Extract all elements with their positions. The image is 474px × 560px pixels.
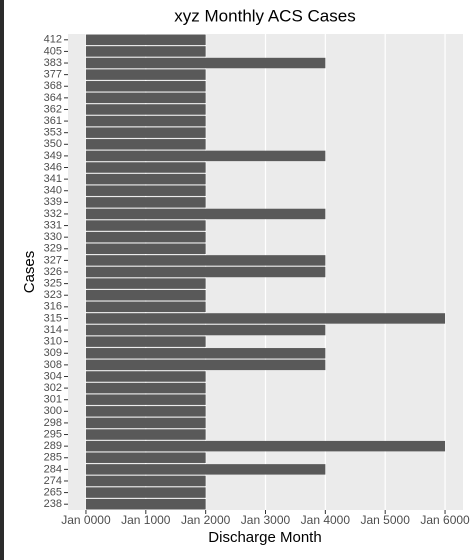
y-tick-label: 377: [44, 69, 62, 81]
bar: [85, 371, 206, 382]
y-tick-label: 289: [44, 440, 62, 452]
y-tick-label: 346: [44, 161, 62, 173]
bar: [85, 34, 206, 46]
y-tick-label: 349: [44, 150, 62, 162]
x-tick-label: Jan 4000: [301, 513, 351, 527]
bar: [85, 440, 446, 452]
bar: [85, 173, 206, 185]
y-tick-label: 353: [44, 127, 62, 139]
y-tick-label: 412: [44, 34, 62, 46]
y-tick-label: 301: [44, 394, 62, 406]
bar: [85, 220, 206, 231]
bar: [85, 150, 326, 162]
y-tick-label: 265: [44, 486, 62, 498]
bar: [85, 429, 206, 440]
y-tick-label: 331: [44, 219, 62, 231]
bar: [85, 278, 206, 289]
bar: [85, 92, 206, 104]
bar: [85, 452, 206, 463]
bar: [85, 301, 206, 313]
bar: [85, 313, 446, 324]
y-tick-label: 362: [44, 103, 62, 115]
x-tick-label: Jan 6000: [420, 513, 470, 527]
bar: [85, 498, 206, 510]
y-tick-label: 300: [44, 405, 62, 417]
bar: [85, 81, 206, 92]
y-tick-label: 361: [44, 115, 62, 127]
bar: [85, 394, 206, 405]
bar: [85, 243, 206, 255]
x-tick-label: Jan 5000: [361, 513, 411, 527]
x-tick-label: Jan 0000: [61, 513, 111, 527]
y-tick-label: 298: [44, 417, 62, 429]
y-tick-label: 330: [44, 231, 62, 243]
y-tick-label: 295: [44, 428, 62, 440]
y-tick-label: 327: [44, 254, 62, 266]
window-edge: [0, 0, 4, 560]
y-tick-label: 323: [44, 289, 62, 301]
bar: [85, 336, 206, 347]
bar: [85, 266, 326, 278]
y-tick-label: 302: [44, 382, 62, 394]
y-tick-label: 309: [44, 347, 62, 359]
y-tick-label: 364: [44, 92, 62, 104]
y-tick-label: 284: [44, 463, 62, 475]
chart-title: xyz Monthly ACS Cases: [174, 6, 355, 25]
bar: [85, 162, 206, 173]
bar: [85, 382, 206, 394]
bar: [85, 359, 326, 371]
y-tick-label: 308: [44, 359, 62, 371]
y-tick-label: 329: [44, 243, 62, 255]
y-tick-label: 326: [44, 266, 62, 278]
y-tick-label: 332: [44, 208, 62, 220]
bar: [85, 57, 326, 69]
y-tick-label: 405: [44, 45, 62, 57]
bar: [85, 406, 206, 417]
y-tick-label: 383: [44, 57, 62, 69]
bar: [85, 104, 206, 115]
y-tick-label: 368: [44, 80, 62, 92]
bar: [85, 231, 206, 243]
bar: [85, 69, 206, 80]
bar: [85, 127, 206, 138]
y-tick-label: 325: [44, 278, 62, 290]
y-tick-label: 304: [44, 370, 62, 382]
bar: [85, 289, 206, 301]
bar: [85, 115, 206, 127]
y-tick-label: 350: [44, 138, 62, 150]
bar: [85, 139, 206, 150]
bar: [85, 417, 206, 429]
y-tick-label: 316: [44, 301, 62, 313]
y-tick-label: 314: [44, 324, 62, 336]
bar: [85, 487, 206, 498]
bar: [85, 348, 326, 359]
bar: [85, 46, 206, 57]
y-tick-label: 339: [44, 196, 62, 208]
bar: [85, 197, 206, 208]
bar: [85, 324, 326, 336]
y-tick-label: 341: [44, 173, 62, 185]
y-tick-label: 310: [44, 336, 62, 348]
bar: [85, 464, 326, 475]
x-tick-label: Jan 1000: [121, 513, 171, 527]
y-tick-label: 340: [44, 185, 62, 197]
x-tick-label: Jan 2000: [181, 513, 231, 527]
y-tick-label: 238: [44, 498, 62, 510]
y-tick-label: 285: [44, 452, 62, 464]
x-tick-label: Jan 3000: [241, 513, 291, 527]
bar: [85, 185, 206, 196]
y-tick-label: 274: [44, 475, 62, 487]
bar: [85, 208, 326, 220]
y-axis-label: Cases: [21, 251, 38, 294]
y-tick-label: 315: [44, 312, 62, 324]
bar: [85, 255, 326, 266]
bar: [85, 475, 206, 487]
x-axis-label: Discharge Month: [208, 529, 321, 546]
